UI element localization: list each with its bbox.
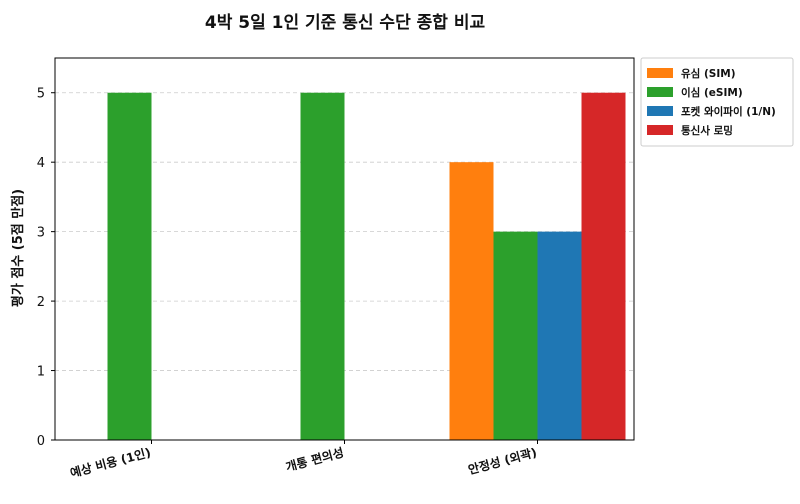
bar <box>537 231 582 440</box>
bar <box>581 92 626 441</box>
bar <box>493 231 538 440</box>
x-tick-label: 개통 편의성 <box>284 444 345 474</box>
y-tick-label: 0 <box>37 434 45 449</box>
x-tick-label: 예상 비용 (1인) <box>68 444 152 480</box>
y-tick-label: 5 <box>37 87 45 102</box>
bar <box>107 92 152 441</box>
legend-swatch <box>647 87 673 97</box>
chart-title: 4박 5일 1인 기준 통신 수단 종합 비교 <box>205 12 486 33</box>
bars-group <box>107 92 626 441</box>
y-tick-label: 1 <box>37 365 45 380</box>
legend-box <box>640 57 794 147</box>
legend-label: 이심 (eSIM) <box>681 86 743 99</box>
bar <box>300 92 345 441</box>
legend: 유심 (SIM) 이심 (eSIM) 포켓 와이파이 (1/N) 통신사 로밍 <box>640 57 794 147</box>
x-axis-ticks: 예상 비용 (1인) 개통 편의성 안정성 (외곽) <box>68 440 538 480</box>
y-tick-label: 2 <box>37 295 45 310</box>
legend-label: 통신사 로밍 <box>681 124 733 137</box>
x-tick-label: 안정성 (외곽) <box>466 444 538 477</box>
y-tick-label: 3 <box>37 226 45 241</box>
legend-label: 포켓 와이파이 (1/N) <box>681 105 776 118</box>
legend-swatch <box>647 106 673 116</box>
y-tick-label: 4 <box>37 156 45 171</box>
legend-swatch <box>647 68 673 78</box>
y-axis-label: 평가 점수 (5점 만점) <box>10 189 26 307</box>
bar <box>449 162 494 440</box>
legend-label: 유심 (SIM) <box>681 67 736 80</box>
y-axis-ticks: 0 1 2 3 4 5 <box>37 87 55 449</box>
legend-swatch <box>647 125 673 135</box>
